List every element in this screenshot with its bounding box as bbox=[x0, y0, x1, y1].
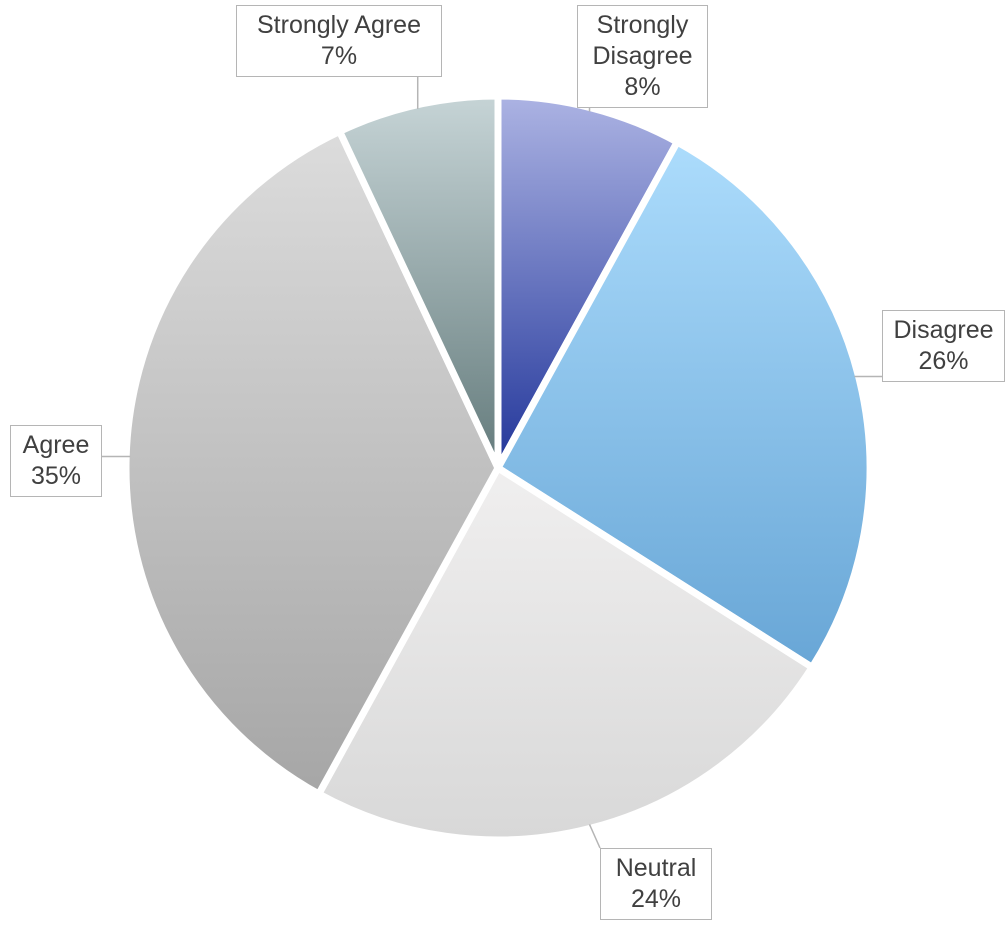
label-value: 8% bbox=[624, 73, 661, 101]
data-label: Strongly Disagree 8% bbox=[577, 5, 708, 108]
label-value: 35% bbox=[30, 462, 82, 490]
data-label: Strongly Agree 7% bbox=[236, 5, 442, 77]
pie-slice bbox=[494, 138, 874, 671]
label-value: 26% bbox=[918, 347, 969, 375]
data-label: Agree 35% bbox=[10, 425, 102, 497]
label-name: Agree bbox=[22, 431, 90, 459]
label-name: Strongly Agree bbox=[257, 11, 421, 39]
pie-slice bbox=[336, 92, 502, 472]
label-name: Strongly Disagree bbox=[592, 11, 693, 70]
data-label: Neutral 24% bbox=[600, 848, 712, 920]
leader-line bbox=[588, 824, 601, 849]
data-label: Disagree 26% bbox=[882, 310, 1005, 382]
label-name: Disagree bbox=[893, 316, 994, 344]
label-value: 24% bbox=[630, 885, 682, 913]
label-name: Neutral bbox=[615, 854, 697, 882]
label-value: 7% bbox=[320, 42, 358, 70]
